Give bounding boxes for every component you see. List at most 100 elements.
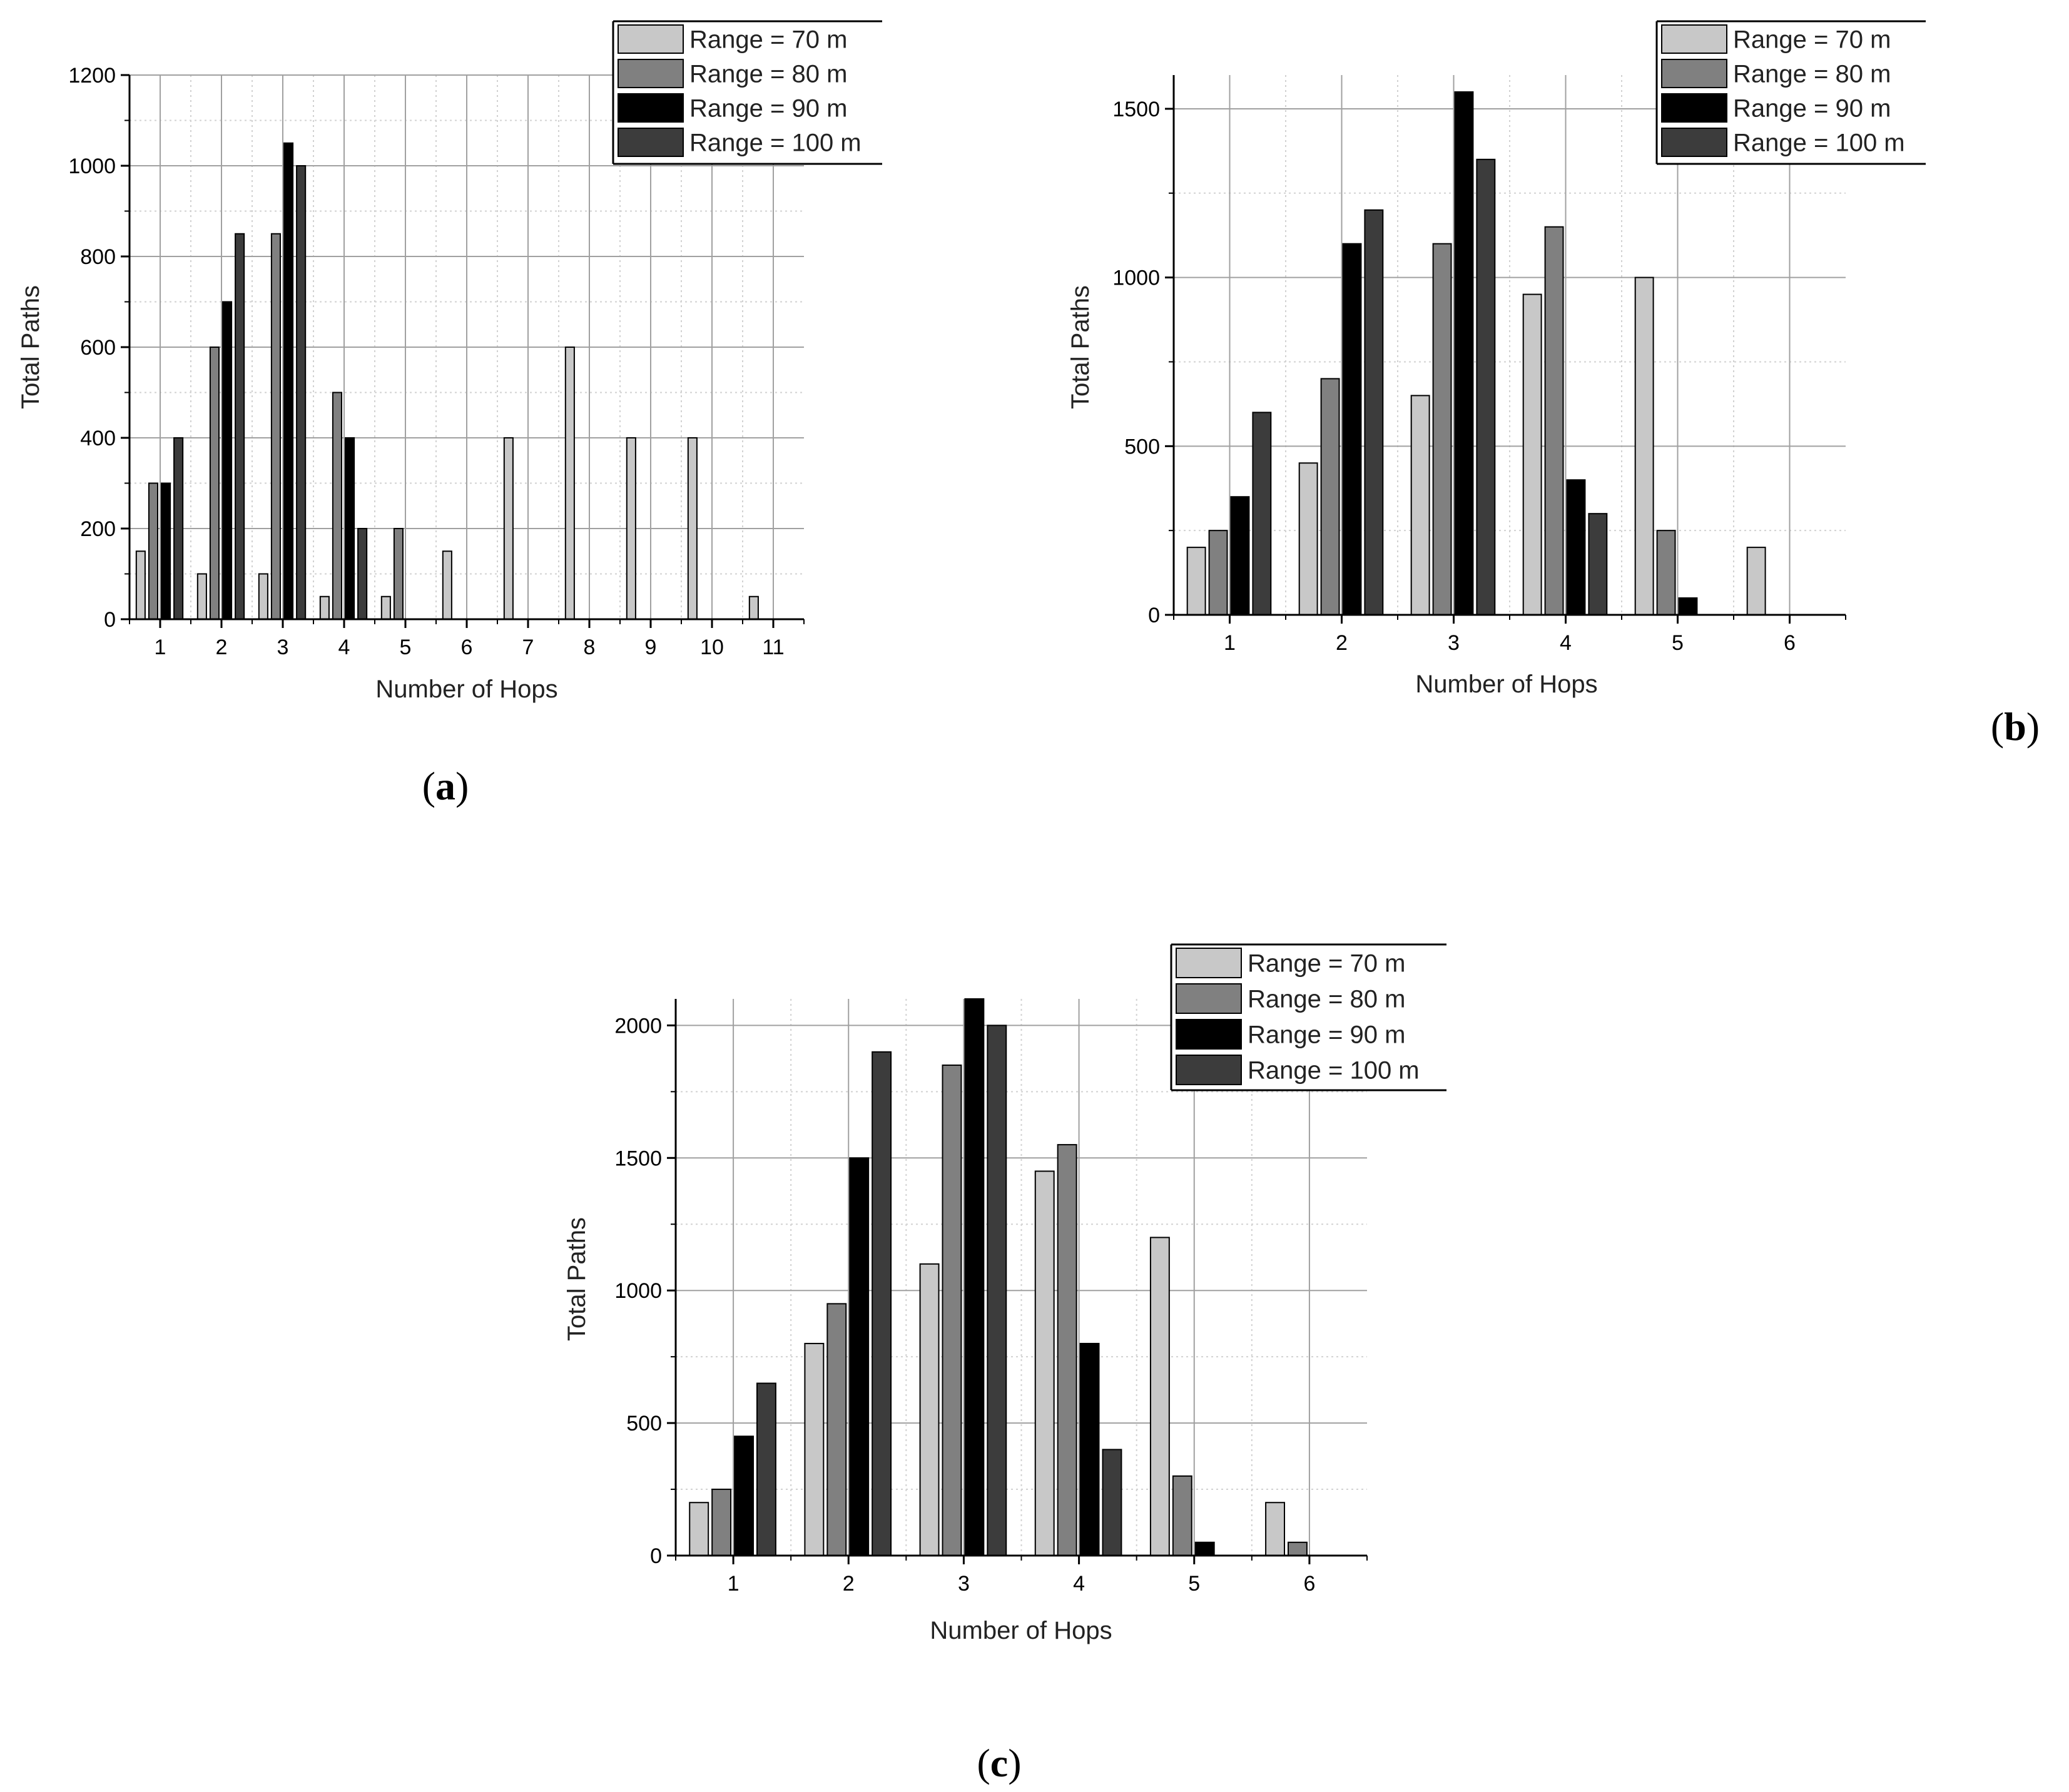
legend-label-range70: Range = 70 m xyxy=(1733,26,1891,54)
y-tick-label: 1200 xyxy=(68,64,116,88)
x-tick-label: 6 xyxy=(1784,631,1796,655)
bar-a-range80 xyxy=(332,392,342,620)
y-tick-label: 2000 xyxy=(614,1014,662,1038)
bar-a-range70 xyxy=(626,437,636,620)
bar-c-range90 xyxy=(734,1435,754,1556)
x-tick-label: 11 xyxy=(762,635,784,659)
y-tick-label: 0 xyxy=(650,1544,662,1568)
bar-a-range90 xyxy=(283,142,294,620)
bar-b-range80 xyxy=(1656,530,1676,615)
bar-c-range80 xyxy=(711,1489,732,1556)
bar-a-range70 xyxy=(687,437,698,620)
legend-swatch-range90 xyxy=(618,93,684,123)
x-axis-title: Number of Hops xyxy=(930,1617,1112,1644)
bar-a-range70 xyxy=(196,573,207,620)
x-tick-label: 3 xyxy=(1448,631,1460,655)
panel-label-paren: ( xyxy=(1991,704,2004,749)
bar-a-range100 xyxy=(173,437,184,620)
bar-a-range70 xyxy=(319,595,330,620)
bar-a-range70 xyxy=(503,437,514,620)
legend-swatch-range90 xyxy=(1661,93,1727,123)
panel-label-paren: ) xyxy=(1008,1741,1021,1785)
y-tick-label: 600 xyxy=(80,336,116,360)
y-tick-label: 0 xyxy=(104,608,116,632)
x-tick-label: 10 xyxy=(700,635,724,659)
bar-a-range100 xyxy=(235,233,245,620)
bar-c-range70 xyxy=(919,1263,940,1557)
bar-b-range80 xyxy=(1208,530,1228,615)
bar-b-range70 xyxy=(1298,462,1318,615)
legend-label-range90: Range = 90 m xyxy=(1248,1021,1405,1049)
legend-label-range80: Range = 80 m xyxy=(1248,986,1405,1013)
legend-swatch-range80 xyxy=(618,59,684,88)
bar-a-range90 xyxy=(161,482,171,620)
y-tick-label: 0 xyxy=(1148,604,1160,627)
x-tick-label: 3 xyxy=(958,1572,970,1596)
x-tick-label: 7 xyxy=(522,635,534,659)
panel-label-paren: ) xyxy=(455,764,469,808)
bar-a-range100 xyxy=(357,528,368,620)
panel-label-paren: ( xyxy=(422,764,435,808)
x-tick-label: 5 xyxy=(1672,631,1684,655)
bar-a-range90 xyxy=(345,437,355,620)
panel-label-letter: b xyxy=(2004,704,2026,749)
bar-a-range70 xyxy=(380,595,391,620)
legend-label-range70: Range = 70 m xyxy=(1248,950,1405,978)
legend-swatch-range100 xyxy=(618,128,684,157)
x-tick-label: 2 xyxy=(1336,631,1348,655)
chart-b: 0 500 1000 1500 1 2 3 4 5 6 Number of Hops Total Pa… xyxy=(1067,20,2040,749)
x-tick-label: 3 xyxy=(277,635,289,659)
x-tick-label: 1 xyxy=(728,1572,740,1596)
bar-a-range70 xyxy=(564,347,575,620)
bar-b-range100 xyxy=(1252,412,1272,615)
bar-c-range100 xyxy=(1102,1449,1122,1556)
bar-c-range90 xyxy=(964,998,985,1556)
legend-swatch-range80 xyxy=(1661,59,1727,88)
bar-a-range70 xyxy=(442,550,452,620)
x-tick-label: 9 xyxy=(645,635,657,659)
bar-b-range90 xyxy=(1566,479,1586,615)
bar-c-range80 xyxy=(826,1303,847,1556)
y-tick-label: 200 xyxy=(80,517,116,541)
legend-swatch-range70 xyxy=(618,24,684,54)
bar-c-range90 xyxy=(1194,1541,1215,1557)
bar-c-range80 xyxy=(1172,1475,1192,1557)
panel-label-c: (c) xyxy=(977,1741,1021,1785)
legend-label-range90: Range = 90 m xyxy=(689,95,847,123)
bar-c-range90 xyxy=(1079,1342,1100,1556)
bar-c-range70 xyxy=(1265,1502,1286,1556)
bar-c-range70 xyxy=(689,1502,709,1556)
x-tick-label: 1 xyxy=(1224,631,1236,655)
x-tick-label: 4 xyxy=(1073,1572,1085,1596)
legend-a: Range = 70 m Range = 80 m Range = 90 m Rang… xyxy=(612,20,882,165)
panel-label-paren: ) xyxy=(2026,704,2040,749)
legend-swatch-range90 xyxy=(1176,1019,1242,1050)
y-tick-label: 500 xyxy=(1124,435,1160,458)
x-tick-label: 5 xyxy=(400,635,412,659)
x-tick-label: 2 xyxy=(843,1572,855,1596)
panel-label-a: (a) xyxy=(422,764,469,808)
bar-c-range100 xyxy=(756,1382,776,1557)
x-axis-title: Number of Hops xyxy=(375,676,557,703)
y-tick-label: 1500 xyxy=(1112,98,1160,121)
x-tick-label: 4 xyxy=(1560,631,1572,655)
bar-b-range100 xyxy=(1364,209,1384,615)
bar-b-range90 xyxy=(1230,496,1250,615)
y-tick-label: 1000 xyxy=(68,154,116,178)
legend-swatch-range100 xyxy=(1661,128,1727,157)
x-tick-label: 6 xyxy=(461,635,473,659)
chart-a: 0 200 400 600 800 1000 1200 1 2 3 4 5 6 7 8 9 10 11 Number… xyxy=(17,20,882,808)
legend-label-range80: Range = 80 m xyxy=(1733,61,1891,88)
x-axis-title: Number of Hops xyxy=(1415,671,1597,698)
bar-b-range70 xyxy=(1410,395,1430,615)
bar-a-range70 xyxy=(135,550,146,620)
panel-label-paren: ( xyxy=(977,1741,990,1785)
bar-b-range90 xyxy=(1678,597,1698,615)
legend-label-range100: Range = 100 m xyxy=(689,129,862,157)
bar-a-range100 xyxy=(296,165,307,620)
bar-c-range90 xyxy=(849,1157,870,1557)
y-tick-label: 500 xyxy=(626,1412,662,1435)
y-tick-label: 800 xyxy=(80,245,116,269)
legend-label-range80: Range = 80 m xyxy=(689,61,847,88)
